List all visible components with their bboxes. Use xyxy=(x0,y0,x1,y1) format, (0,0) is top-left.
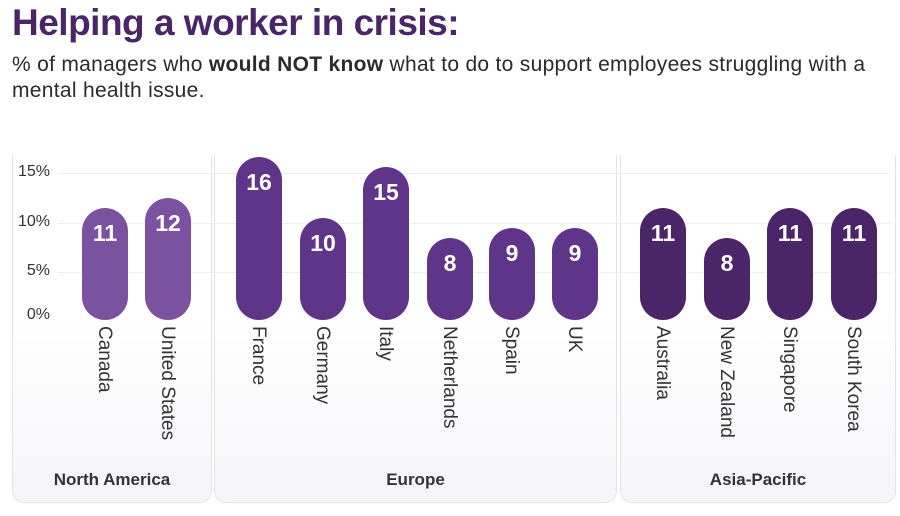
chart-subtitle: % of managers who would NOT know what to… xyxy=(12,52,872,104)
category-label: UK xyxy=(564,326,585,353)
subtitle-emphasis: would NOT know xyxy=(208,53,384,76)
bar-italy: 15 xyxy=(363,167,409,320)
gridline xyxy=(58,223,890,224)
category-label: France xyxy=(248,326,269,386)
region-label: Europe xyxy=(386,470,445,489)
y-tick-label: 0% xyxy=(26,306,50,323)
bar-south-korea: 11 xyxy=(831,207,877,320)
chart-title: Helping a worker in crisis: xyxy=(12,2,460,43)
bar-australia: 11 xyxy=(640,207,686,320)
y-tick-label: 5% xyxy=(26,262,50,279)
bar-germany: 10 xyxy=(300,218,346,320)
bar-united-states: 12 xyxy=(145,197,191,320)
category-label: Netherlands xyxy=(439,326,460,429)
subtitle-text: % of managers who xyxy=(12,53,209,76)
category-label: Spain xyxy=(501,326,522,375)
region-label: North America xyxy=(53,470,171,489)
bar-netherlands: 8 xyxy=(427,238,473,320)
gridline xyxy=(58,173,890,174)
y-tick-label: 15% xyxy=(17,163,50,180)
category-label: Italy xyxy=(375,326,396,361)
region-label: Asia-Pacific xyxy=(709,470,807,489)
category-label: Australia xyxy=(652,326,673,400)
y-tick-label: 10% xyxy=(17,213,50,230)
bar-canada: 11 xyxy=(82,207,128,320)
category-label: Singapore xyxy=(779,326,800,413)
subtitle-text: what to do to support employees struggli… xyxy=(12,53,866,102)
bar-spain: 9 xyxy=(489,228,535,320)
bar-singapore: 11 xyxy=(767,207,813,320)
gridline xyxy=(58,272,890,273)
category-label: United States xyxy=(157,326,178,441)
category-label: New Zealand xyxy=(716,326,737,438)
bar-france: 16 xyxy=(236,156,282,320)
bar-new-zealand: 8 xyxy=(704,238,750,320)
category-label: Germany xyxy=(312,326,333,405)
category-label: South Korea xyxy=(843,326,864,432)
category-label: Canada xyxy=(94,326,115,393)
bar-uk: 9 xyxy=(552,228,598,320)
